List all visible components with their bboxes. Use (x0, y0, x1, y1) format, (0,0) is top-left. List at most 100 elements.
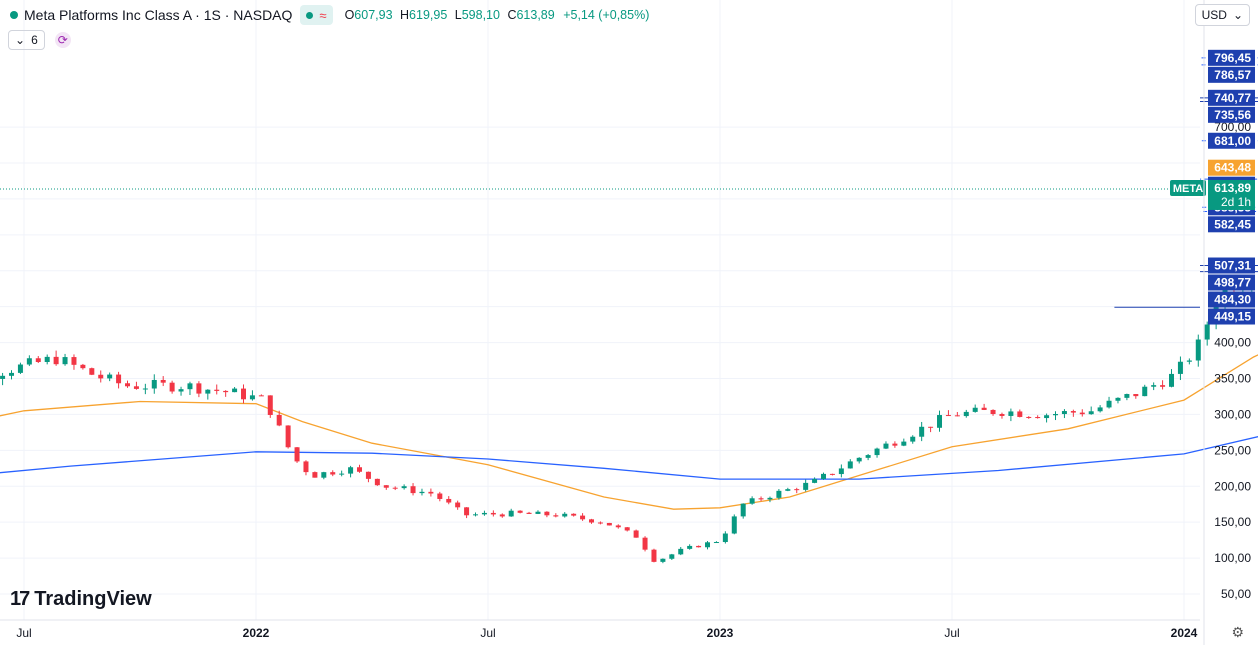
candle-up (865, 455, 871, 458)
low-value: 598,10 (461, 8, 500, 22)
ma-fast-line (0, 354, 1258, 510)
y-tick-label: 100,00 (1214, 551, 1251, 565)
y-tick-label: 250,00 (1214, 443, 1251, 457)
settings-gear-icon[interactable]: ⚙ (1231, 624, 1244, 640)
tradingview-logo: 17 TradingView (10, 588, 152, 611)
candle-down (526, 512, 532, 514)
candle-down (303, 461, 309, 473)
candle-down (580, 515, 586, 520)
price-label-box (1208, 159, 1255, 176)
indicators-toggle[interactable]: ⌄ 6 (8, 30, 45, 50)
candle-down (1017, 411, 1023, 417)
candle-up (1177, 361, 1183, 374)
candle-down (464, 507, 470, 516)
market-status-pill[interactable]: ≈ (300, 5, 333, 25)
x-tick-label: 2024 (1171, 626, 1198, 640)
high-label: H (400, 8, 410, 22)
candle-down (571, 513, 577, 516)
candle-up (62, 357, 68, 365)
candle-down (624, 527, 630, 531)
x-tick-label: Jul (944, 626, 959, 640)
candle-up (1008, 411, 1014, 416)
candle-up (883, 443, 889, 449)
candle-down (258, 395, 264, 397)
candle-down (410, 486, 416, 494)
ohlc-values: O607,93 H619,95 L598,10 C613,89 +5,14 (+… (341, 8, 650, 22)
candle-up (937, 415, 943, 428)
x-tick-label: Jul (480, 626, 495, 640)
candle-down (330, 472, 336, 475)
candle-up (44, 356, 50, 362)
candle-down (490, 512, 496, 515)
candle-up (812, 478, 818, 483)
currency-selector[interactable]: USD ⌄ (1194, 4, 1250, 26)
candle-down (1070, 411, 1076, 413)
indicator-row: ⌄ 6 ⟳ (8, 30, 71, 50)
candle-up (856, 457, 862, 462)
candle-up (1097, 407, 1103, 412)
price-label-text: 498,77 (1214, 276, 1251, 290)
y-tick-label: 50,00 (1221, 587, 1251, 601)
candle-down (758, 498, 764, 500)
logo-text: TradingView (34, 588, 152, 610)
x-tick-label: 2023 (707, 626, 734, 640)
price-label-text: 582,45 (1214, 217, 1251, 231)
candle-up (249, 395, 255, 400)
candle-down (455, 502, 461, 508)
symbol-title[interactable]: Meta Platforms Inc Class A · 1S · NASDAQ (24, 7, 293, 23)
candle-up (1061, 411, 1067, 415)
candle-up (669, 554, 675, 559)
candle-down (1133, 394, 1139, 397)
candle-down (312, 472, 318, 478)
candle-up (705, 542, 711, 548)
candle-up (142, 388, 148, 390)
candle-down (276, 414, 282, 426)
candle-up (660, 558, 666, 562)
price-label-box (1208, 257, 1255, 274)
candle-up (1186, 360, 1192, 362)
market-open-icon (306, 11, 314, 19)
candle-down (374, 478, 380, 486)
ma-slow-line (0, 436, 1258, 480)
candle-up (232, 388, 238, 393)
current-price-box (1208, 179, 1255, 210)
candle-down (214, 389, 220, 391)
candle-up (910, 436, 916, 442)
candle-up (731, 516, 737, 534)
low-label: L (454, 8, 462, 22)
candle-up (1088, 411, 1094, 415)
y-tick-label: 400,00 (1214, 336, 1251, 350)
candle-up (535, 511, 541, 514)
price-label-box (1208, 66, 1255, 83)
countdown-text: 2d 1h (1221, 195, 1251, 209)
y-tick-label: 150,00 (1214, 515, 1251, 529)
candle-up (874, 448, 880, 456)
candle-down (446, 498, 452, 503)
candle-down (544, 511, 550, 516)
candle-up (419, 491, 425, 494)
price-label-text: 796,45 (1214, 51, 1251, 65)
price-label-box (1208, 291, 1255, 308)
candle-down (794, 489, 800, 491)
candle-down (53, 356, 59, 365)
candle-down (241, 388, 247, 400)
candle-down (1026, 416, 1032, 418)
refresh-icon[interactable]: ⟳ (54, 32, 71, 48)
status-dot-icon (10, 11, 18, 19)
candle-up (151, 379, 157, 389)
chevron-down-icon: ⌄ (1232, 8, 1243, 22)
high-value: 619,95 (409, 8, 448, 22)
candle-up (481, 512, 487, 515)
candle-down (597, 522, 603, 524)
candle-up (1106, 400, 1112, 408)
price-label-box (1208, 89, 1255, 106)
candle-up (713, 542, 719, 544)
candle-down (696, 545, 702, 548)
candle-down (990, 409, 996, 415)
symbol-tag-box (1170, 179, 1206, 196)
price-label-text: 740,77 (1214, 91, 1251, 105)
candle-up (17, 364, 23, 373)
candle-up (722, 533, 728, 543)
candle-down (89, 368, 95, 375)
